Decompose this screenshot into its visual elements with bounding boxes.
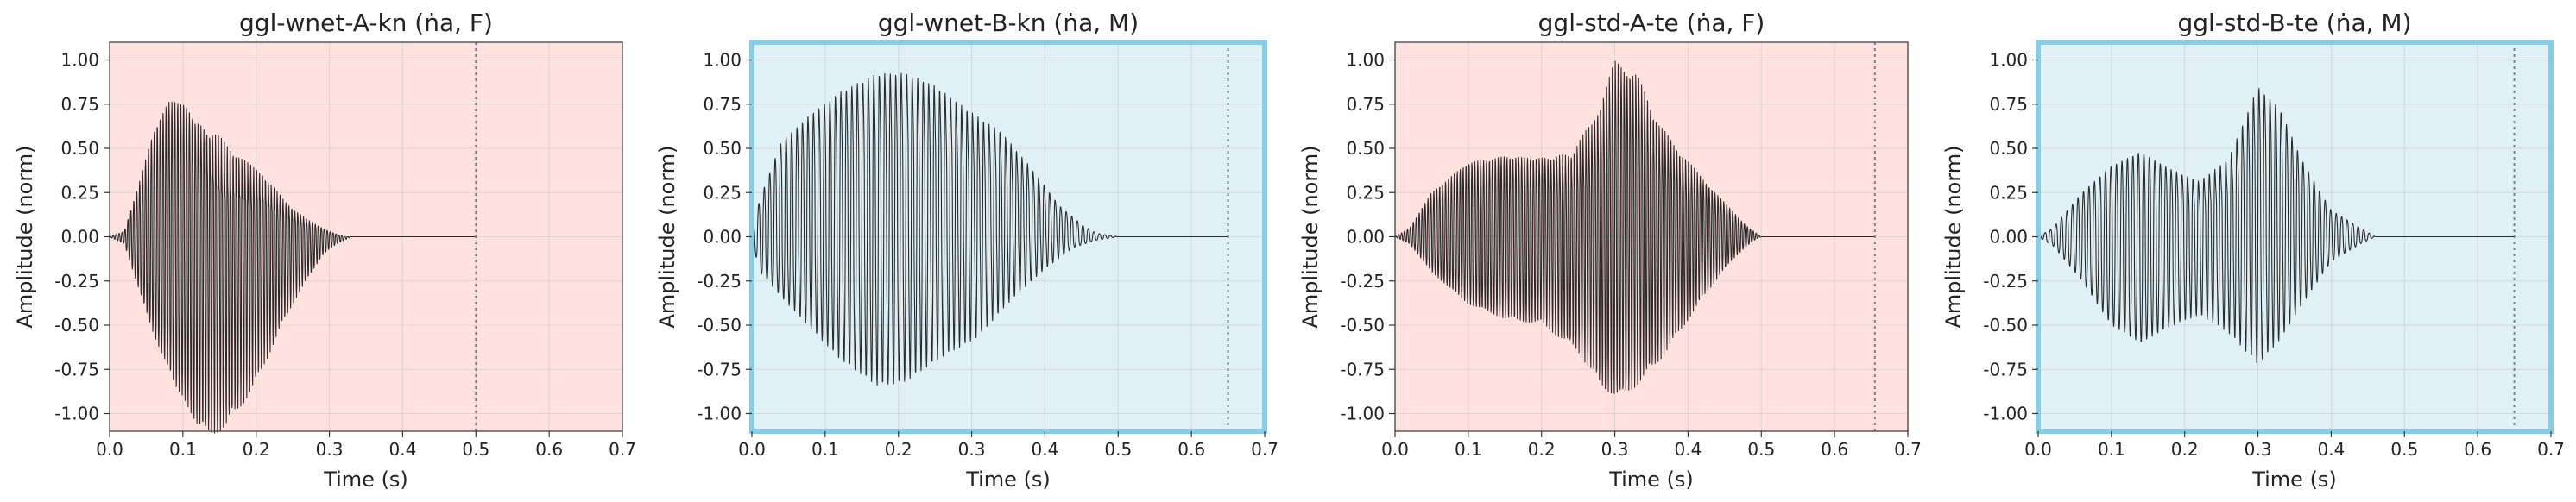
x-tick-label: 0.0 xyxy=(738,439,766,460)
x-tick-label: 0.3 xyxy=(958,439,986,460)
x-axis-label: Time (s) xyxy=(2251,467,2337,492)
y-tick-label: -1.00 xyxy=(1983,404,2028,424)
x-tick-label: 0.6 xyxy=(535,439,563,460)
x-axis-label: Time (s) xyxy=(323,467,408,492)
chart-title: ggl-wnet-B-kn (ṅa, M) xyxy=(878,9,1139,37)
x-tick-label: 0.7 xyxy=(1251,439,1279,460)
y-tick-label: 1.00 xyxy=(1989,50,2028,71)
x-tick-label: 0.3 xyxy=(316,439,344,460)
y-tick-label: -0.25 xyxy=(697,271,742,292)
y-tick-label: -0.75 xyxy=(54,359,99,380)
y-tick-label: 0.00 xyxy=(703,227,742,248)
waveform-line xyxy=(2037,87,2515,364)
y-tick-label: 1.00 xyxy=(703,50,742,71)
x-tick-label: 0.5 xyxy=(1104,439,1132,460)
x-tick-label: 0.1 xyxy=(2098,439,2125,460)
chart-panel-1: 0.0 0.1 0.2 0.3 0.4 0.5 0.6 0.7 1.00 0.75 0.50 0.25… xyxy=(13,9,636,492)
y-tick-label: -1.00 xyxy=(1340,404,1385,424)
y-tick-label: 0.25 xyxy=(703,182,742,203)
y-tick-label: 1.00 xyxy=(60,50,99,71)
chart-panel-2: 0.0 0.1 0.2 0.3 0.4 0.5 0.6 0.7 1.00 0.75 0.50 0.25… xyxy=(655,9,1279,492)
y-tick-label: -0.25 xyxy=(1983,271,2028,292)
x-tick-label: 0.1 xyxy=(1455,439,1482,460)
waveform-line xyxy=(751,72,1228,386)
chart-title: ggl-std-B-te (ṅa, M) xyxy=(2177,9,2411,37)
x-tick-label: 0.7 xyxy=(2537,439,2565,460)
y-tick-label: 0.00 xyxy=(1346,227,1385,248)
y-tick-label: 1.00 xyxy=(1346,50,1385,71)
y-tick-label: 0.50 xyxy=(1346,138,1385,159)
y-tick-label: 0.50 xyxy=(1989,138,2028,159)
x-tick-label: 0.7 xyxy=(1894,439,1922,460)
x-axis-label: Time (s) xyxy=(1608,467,1694,492)
y-tick-label: 0.25 xyxy=(60,182,99,203)
y-tick-label: -1.00 xyxy=(54,404,99,424)
x-tick-label: 0.0 xyxy=(1381,439,1409,460)
y-tick-label: 0.00 xyxy=(1989,227,2028,248)
x-tick-label: 0.6 xyxy=(1178,439,1205,460)
y-tick-label: 0.75 xyxy=(1989,94,2028,115)
y-tick-label: 0.25 xyxy=(1989,182,2028,203)
x-tick-label: 0.5 xyxy=(2390,439,2418,460)
x-tick-label: 0.5 xyxy=(1747,439,1775,460)
chart-panel-4: 0.0 0.1 0.2 0.3 0.4 0.5 0.6 0.7 1.00 0.75 0.50 0.25… xyxy=(1941,9,2565,492)
y-tick-label: 0.75 xyxy=(1346,94,1385,115)
y-tick-label: -0.50 xyxy=(1983,315,2028,336)
y-tick-label: -0.50 xyxy=(697,315,742,336)
x-tick-label: 0.6 xyxy=(2464,439,2491,460)
x-tick-label: 0.4 xyxy=(2318,439,2346,460)
chart-title: ggl-std-A-te (ṅa, F) xyxy=(1538,9,1765,37)
x-tick-label: 0.2 xyxy=(2171,439,2199,460)
y-tick-label: 0.50 xyxy=(703,138,742,159)
chart-title: ggl-wnet-A-kn (ṅa, F) xyxy=(239,9,493,37)
y-tick-label: -0.25 xyxy=(1340,271,1385,292)
y-axis-label: Amplitude (norm) xyxy=(13,145,37,328)
x-tick-label: 0.0 xyxy=(96,439,123,460)
x-tick-label: 0.3 xyxy=(1601,439,1629,460)
waveform-line xyxy=(109,101,477,434)
x-axis-label: Time (s) xyxy=(965,467,1051,492)
x-tick-label: 0.4 xyxy=(1675,439,1702,460)
y-axis-label: Amplitude (norm) xyxy=(1298,145,1323,328)
x-tick-label: 0.7 xyxy=(609,439,636,460)
x-tick-label: 0.2 xyxy=(243,439,270,460)
x-tick-label: 0.4 xyxy=(1032,439,1059,460)
y-tick-label: -0.50 xyxy=(54,315,99,336)
x-tick-label: 0.3 xyxy=(2245,439,2272,460)
x-tick-label: 0.5 xyxy=(462,439,489,460)
x-tick-label: 0.6 xyxy=(1821,439,1848,460)
waveform-line xyxy=(1394,60,1875,394)
y-tick-label: -0.75 xyxy=(1983,359,2028,380)
y-tick-label: -0.50 xyxy=(1340,315,1385,336)
y-axis-label: Amplitude (norm) xyxy=(1941,145,1966,328)
y-tick-label: -0.25 xyxy=(54,271,99,292)
y-tick-label: -0.75 xyxy=(697,359,742,380)
y-tick-label: -1.00 xyxy=(697,404,742,424)
y-tick-label: 0.75 xyxy=(60,94,99,115)
x-tick-label: 0.0 xyxy=(2024,439,2052,460)
y-tick-label: 0.00 xyxy=(60,227,99,248)
x-tick-label: 0.4 xyxy=(389,439,417,460)
x-tick-label: 0.2 xyxy=(885,439,912,460)
y-tick-label: 0.25 xyxy=(1346,182,1385,203)
y-axis-label: Amplitude (norm) xyxy=(655,145,679,328)
x-tick-label: 0.1 xyxy=(169,439,197,460)
y-tick-label: 0.75 xyxy=(703,94,742,115)
y-tick-label: 0.50 xyxy=(60,138,99,159)
chart-panel-3: 0.0 0.1 0.2 0.3 0.4 0.5 0.6 0.7 1.00 0.75 0.50 0.25… xyxy=(1298,9,1922,492)
y-tick-label: -0.75 xyxy=(1340,359,1385,380)
x-tick-label: 0.1 xyxy=(811,439,839,460)
x-tick-label: 0.2 xyxy=(1528,439,1556,460)
